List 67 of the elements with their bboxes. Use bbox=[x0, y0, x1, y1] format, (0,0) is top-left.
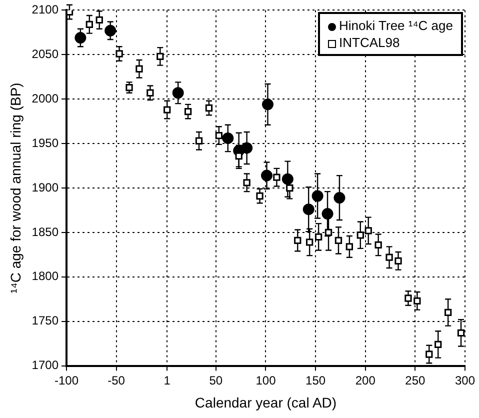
x-tick-label: 300 bbox=[454, 373, 476, 388]
y-tick-label: 1950 bbox=[32, 136, 59, 150]
y-tick-label: 1800 bbox=[32, 269, 59, 284]
point bbox=[414, 297, 421, 304]
x-tick-label: 50 bbox=[209, 373, 223, 388]
legend-label: Hinoki Tree ¹⁴C age bbox=[339, 18, 453, 34]
x-tick-label: -100 bbox=[54, 373, 79, 388]
x-tick-label: 150 bbox=[306, 373, 326, 388]
y-tick-label: 2000 bbox=[32, 91, 59, 106]
point bbox=[294, 236, 302, 244]
point bbox=[273, 174, 280, 181]
y-axis-title: ¹⁴C age for wood annual ring (BP) bbox=[7, 82, 24, 294]
point bbox=[322, 208, 334, 220]
point bbox=[260, 170, 272, 182]
point bbox=[302, 204, 314, 216]
point bbox=[386, 254, 393, 261]
x-tick-label: -50 bbox=[108, 373, 126, 388]
y-tick-label: 1900 bbox=[32, 180, 59, 194]
point bbox=[334, 192, 346, 204]
point bbox=[444, 308, 452, 316]
point bbox=[334, 236, 342, 244]
point bbox=[96, 16, 103, 24]
y-tick-label: 1750 bbox=[32, 314, 59, 328]
y-tick-label: 1700 bbox=[32, 358, 59, 372]
point bbox=[324, 228, 332, 236]
point bbox=[86, 20, 93, 28]
x-tick-label: 250 bbox=[405, 373, 426, 388]
point bbox=[222, 132, 234, 144]
point bbox=[426, 350, 433, 358]
point bbox=[312, 190, 324, 202]
point bbox=[104, 24, 116, 36]
point bbox=[136, 65, 143, 72]
point bbox=[241, 142, 253, 154]
point bbox=[457, 329, 465, 336]
point bbox=[184, 108, 192, 116]
point bbox=[116, 50, 123, 58]
point bbox=[215, 132, 222, 140]
point bbox=[364, 227, 372, 234]
point bbox=[74, 32, 86, 44]
point bbox=[195, 137, 203, 144]
point bbox=[356, 232, 364, 239]
point bbox=[346, 243, 354, 250]
point bbox=[282, 173, 294, 185]
legend-label: INTCAL98 bbox=[339, 35, 400, 50]
y-tick-label: 2100 bbox=[32, 2, 59, 17]
point bbox=[146, 89, 154, 96]
point bbox=[205, 104, 213, 112]
point bbox=[404, 294, 412, 302]
y-tick-label: 2050 bbox=[32, 46, 59, 61]
point bbox=[306, 238, 314, 246]
x-tick-label: 200 bbox=[355, 373, 376, 388]
y-tick-label: 1850 bbox=[32, 224, 59, 239]
x-axis-title: Calendar year (cal AD) bbox=[194, 394, 337, 410]
point bbox=[374, 241, 382, 248]
point bbox=[394, 257, 402, 264]
point bbox=[262, 98, 274, 110]
point bbox=[286, 184, 294, 192]
x-tick-label: 100 bbox=[256, 373, 276, 388]
point bbox=[156, 52, 164, 60]
point bbox=[243, 179, 250, 186]
point bbox=[256, 192, 264, 200]
point bbox=[66, 10, 74, 16]
point bbox=[164, 106, 171, 114]
point bbox=[314, 233, 322, 240]
point bbox=[172, 87, 184, 99]
x-tick-label: 1 bbox=[164, 373, 171, 388]
point bbox=[434, 340, 442, 348]
